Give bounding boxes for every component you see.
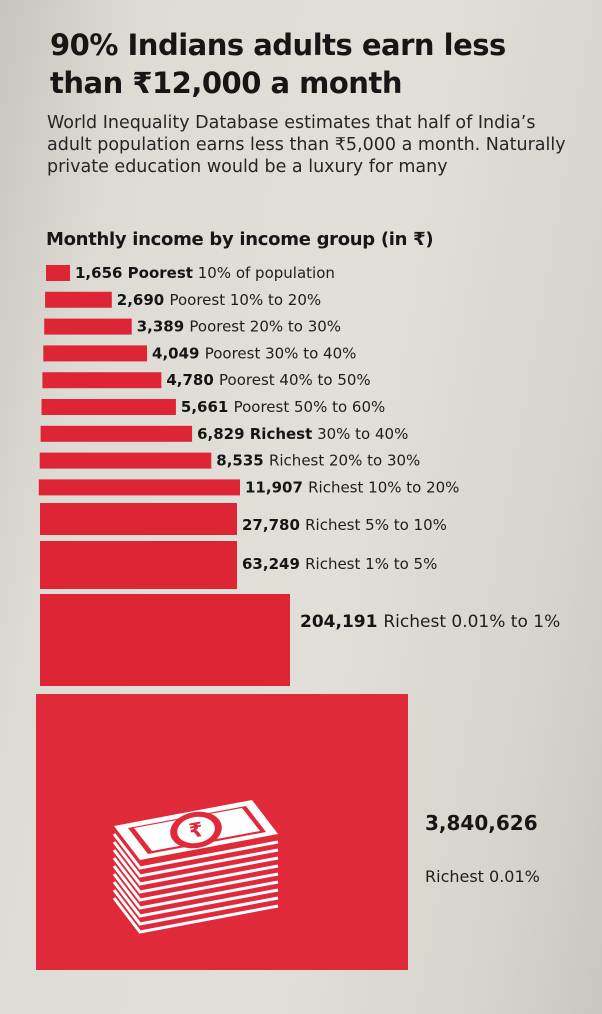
bar-label: 4,780 Poorest 40% to 50% [166, 371, 370, 389]
bar-label: 4,049 Poorest 30% to 40% [152, 344, 356, 362]
bar-category-label: Poorest 50% to 60% [234, 398, 386, 416]
bar-value-label: 4,049 [152, 344, 205, 362]
bar-1 [46, 265, 70, 281]
bar-category-label: Richest 20% to 30% [269, 452, 420, 470]
bar-label: 6,829 Richest 30% to 40% [197, 425, 408, 443]
bar-value-label: 63,249 [242, 555, 305, 573]
bar-label: 3,389 Poorest 20% to 30% [137, 318, 341, 336]
bar-label: 63,249 Richest 1% to 5% [242, 555, 437, 573]
subheadline: World Inequality Database estimates that… [47, 113, 566, 177]
bar-category-label: Poorest 40% to 50% [219, 371, 371, 389]
bar-3 [44, 318, 132, 335]
bar-value-label: 6,829 [197, 425, 250, 443]
bar-category-label: Poorest 30% to 40% [205, 344, 357, 362]
bar-value-label: 3,389 [137, 318, 190, 336]
bar-label: 27,780 Richest 5% to 10% [242, 516, 447, 534]
bar-label: 204,191 Richest 0.01% to 1% [300, 612, 560, 632]
svg-text:₹: ₹ [187, 817, 205, 843]
bar-category-label-bold: Richest [250, 425, 313, 443]
bar-12 [40, 594, 290, 686]
bar-6 [41, 399, 176, 415]
top-group-value-label: 3,840,626 [425, 811, 538, 835]
bar-value-label: 1,656 [75, 264, 128, 282]
bar-8 [39, 452, 212, 469]
bar-10 [40, 503, 237, 535]
headline: 90% Indians adults earn less than ₹12,00… [50, 28, 506, 100]
bar-5 [42, 372, 162, 389]
bar-category-label: Richest 10% to 20% [308, 478, 459, 496]
bar-category-label-bold: Poorest [128, 264, 193, 282]
bar-label: 8,535 Richest 20% to 30% [216, 452, 420, 470]
bar-7 [40, 425, 193, 442]
bar-label: 5,661 Poorest 50% to 60% [181, 398, 385, 416]
bar-category-label: 30% to 40% [312, 425, 408, 443]
bar-9 [38, 479, 240, 496]
rupee-cash-stack-icon: ₹ [112, 800, 279, 934]
bar-value-label: 8,535 [216, 452, 269, 470]
bar-value-label: 2,690 [117, 291, 170, 309]
bar-category-label: Poorest 10% to 20% [169, 291, 321, 309]
bar-category-label: 10% of population [193, 264, 335, 282]
bar-value-label: 27,780 [242, 516, 305, 534]
bar-value-label: 4,780 [166, 371, 219, 389]
label-group: 1,656 Poorest 10% of population 2,690 Poo… [75, 264, 560, 886]
bar-4 [43, 345, 148, 362]
chart-title: Monthly income by income group (in ₹) [46, 229, 434, 250]
bar-value-label: 11,907 [245, 478, 308, 496]
bar-2 [45, 291, 112, 308]
bar-category-label: Richest 0.01% to 1% [383, 612, 560, 632]
bar-category-label: Poorest 20% to 30% [189, 318, 341, 336]
top-group-category-label: Richest 0.01% [425, 867, 540, 886]
bar-label: 1,656 Poorest 10% of population [75, 264, 335, 282]
bar-value-label: 5,661 [181, 398, 234, 416]
bar-category-label: Richest 5% to 10% [305, 516, 447, 534]
bar-label: 2,690 Poorest 10% to 20% [117, 291, 321, 309]
bar-label: 11,907 Richest 10% to 20% [245, 478, 459, 496]
bar-value-label: 204,191 [300, 612, 383, 632]
bar-11 [40, 541, 237, 589]
bar-category-label: Richest 1% to 5% [305, 555, 437, 573]
